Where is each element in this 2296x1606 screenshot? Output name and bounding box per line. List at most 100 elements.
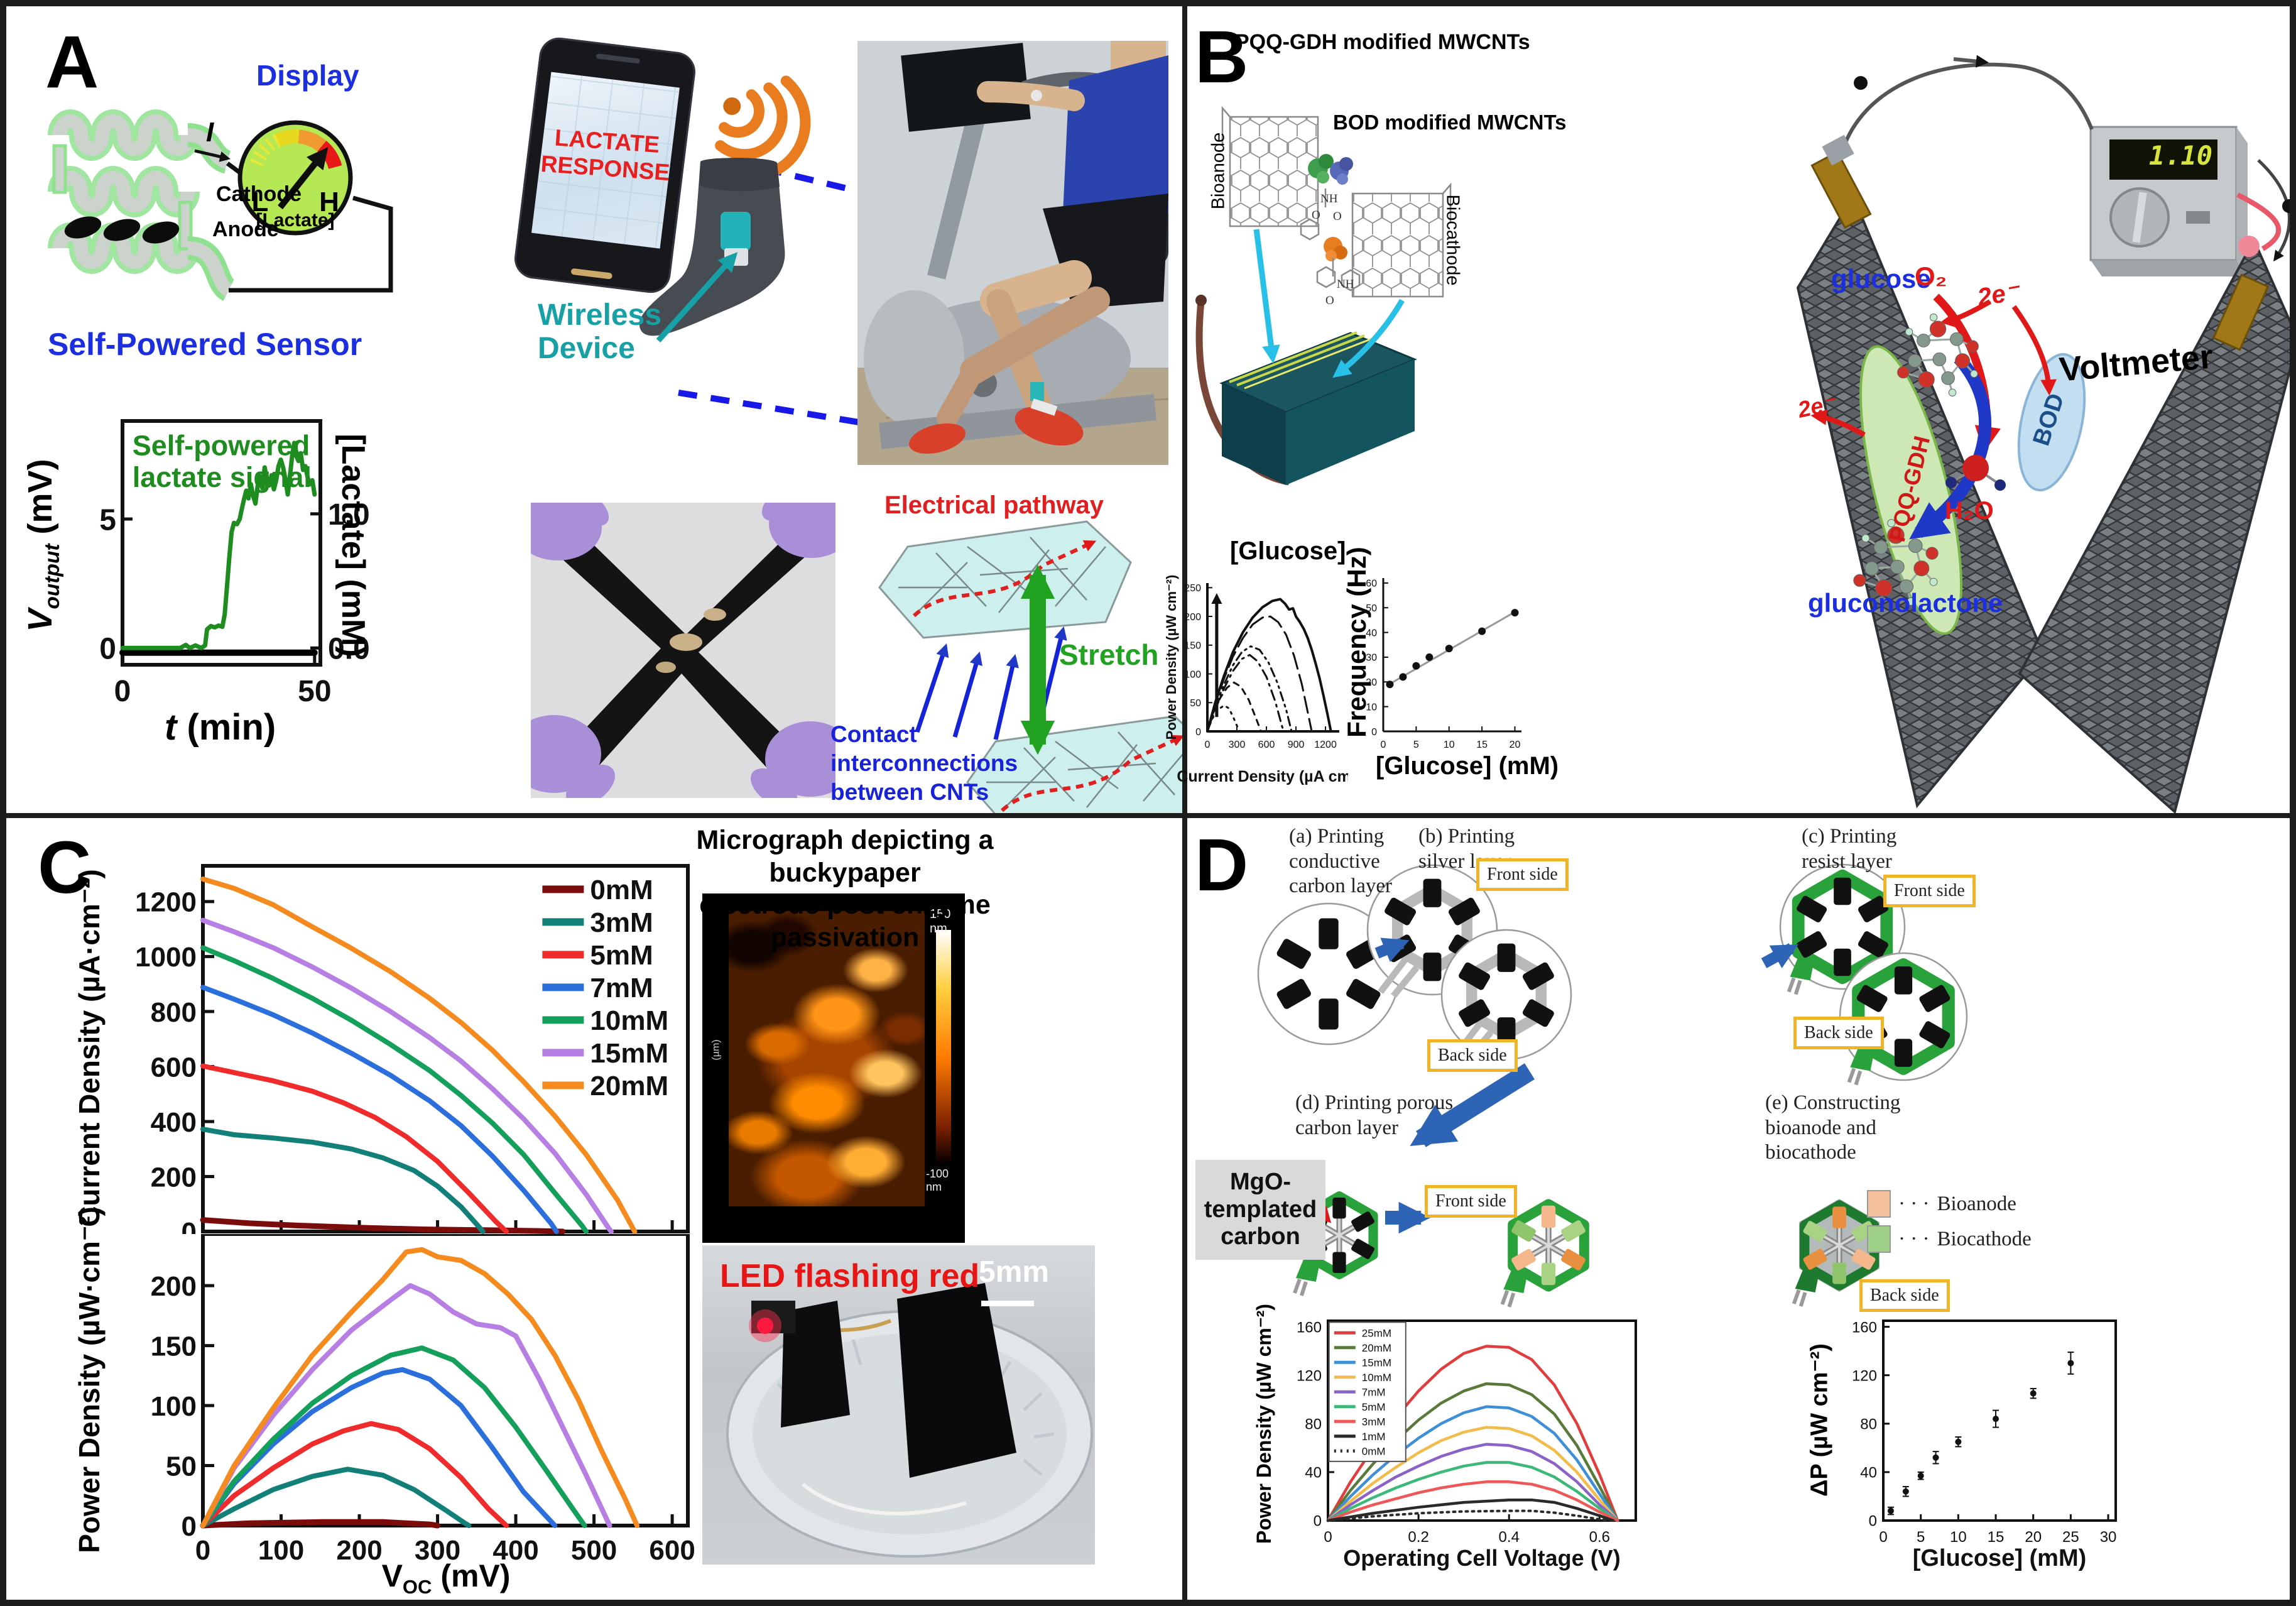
svg-text:100: 100	[1184, 669, 1201, 680]
svg-text:120: 120	[1297, 1367, 1322, 1384]
svg-text:Operating Cell Voltage (V): Operating Cell Voltage (V)	[1343, 1545, 1620, 1571]
gluconolactone-label: gluconolactone	[1808, 588, 2003, 618]
anode-pad	[103, 219, 141, 241]
svg-text:0.0: 0.0	[328, 633, 370, 666]
svg-text:0mM: 0mM	[590, 875, 653, 905]
bioanode-legend: · · · Bioanode	[1867, 1190, 2016, 1218]
svg-text:600: 600	[649, 1535, 695, 1566]
svg-text:10mM: 10mM	[590, 1005, 668, 1036]
svg-text:400: 400	[492, 1535, 538, 1566]
sugar-molecules	[1853, 313, 1979, 606]
svg-text:0: 0	[1324, 1529, 1332, 1546]
svg-text:10: 10	[1444, 740, 1455, 750]
panel-d-graphics	[1257, 863, 1968, 1308]
svg-text:25mM: 25mM	[1362, 1327, 1391, 1339]
front-side-box-b: Front side	[1476, 858, 1569, 891]
svg-text:0: 0	[195, 1535, 210, 1566]
bioanode-label: Bioanode	[1208, 132, 1229, 210]
panel-a-label: A	[45, 21, 99, 104]
svg-text:60: 60	[1366, 579, 1377, 589]
panel-b-graphics	[1195, 55, 2290, 813]
nh-label: NH	[1320, 192, 1338, 205]
svg-text:5mM: 5mM	[590, 940, 653, 971]
back-side-box-c: Back side	[1793, 1017, 1884, 1049]
svg-text:160: 160	[1297, 1319, 1322, 1336]
back-side-box-b: Back side	[1427, 1039, 1518, 1072]
water-molecule	[1945, 455, 2006, 491]
bioanode-swatch	[1867, 1190, 1891, 1218]
linker-chemistry	[1300, 188, 1361, 292]
svg-text:0: 0	[1314, 1513, 1322, 1530]
o-label: O	[1325, 294, 1334, 307]
glucose-axis-label: [Glucose] (mM)	[1376, 752, 1559, 780]
cnt-slab-diagram	[878, 520, 1182, 813]
chart-polarization-curves: 0 200 400 600 800 1000 1200 0mM 3mM 5mM 7mM 10mM 15m…	[135, 856, 702, 1248]
printed-hex-e-front	[1500, 1199, 1589, 1308]
contact-line-2: interconnections	[830, 750, 1018, 776]
svg-text:500: 500	[571, 1535, 617, 1566]
afm-colorbar	[936, 930, 951, 1162]
step-b-caption: (b) Printing silver layer	[1418, 825, 1515, 873]
gauge-high-label: H	[319, 187, 339, 217]
front-side-box-c: Front side	[1883, 875, 1976, 907]
chart-power-density-curves: 0 100 200 300 400 500 600 0 50 100 150 200	[135, 1232, 702, 1586]
wireless-device-label: Wireless Device	[538, 298, 662, 365]
svg-text:30: 30	[2100, 1529, 2117, 1546]
svg-text:Power Density (µW cm⁻²): Power Density (µW cm⁻²)	[1166, 575, 1179, 740]
svg-text:800: 800	[151, 997, 197, 1028]
svg-text:50: 50	[166, 1451, 197, 1482]
svg-text:3mM: 3mM	[590, 907, 653, 938]
svg-text:900: 900	[1288, 740, 1305, 750]
afm-scale-bottom: -100 nm	[926, 1167, 949, 1193]
svg-text:10: 10	[1366, 702, 1377, 713]
svg-text:20mM: 20mM	[590, 1071, 668, 1101]
svg-text:100: 100	[151, 1391, 197, 1422]
voltmeter-display	[2109, 139, 2217, 180]
display-label: Display	[256, 59, 359, 92]
svg-text:25: 25	[2062, 1529, 2079, 1546]
red-led	[757, 1318, 773, 1334]
anode-pad	[142, 221, 180, 244]
exercise-bike-photo	[857, 41, 1168, 465]
panel-a-graphics: L H [Lactate]	[13, 41, 1182, 813]
bioanode-electrode	[1796, 134, 2045, 809]
sensor-title: Self-Powered Sensor	[48, 327, 362, 362]
printed-disc-a	[1257, 902, 1400, 1046]
svg-text:50: 50	[1366, 603, 1377, 614]
svg-text:1.0: 1.0	[328, 498, 370, 532]
svg-text:40: 40	[1305, 1465, 1322, 1482]
led-photo-graphics	[726, 1283, 1093, 1558]
voltmeter	[2089, 126, 2248, 276]
mgo-templated-carbon-box: MgO-templated carbon	[1195, 1160, 1325, 1260]
svg-text:150: 150	[1184, 641, 1201, 652]
legend-dots: · · ·	[1898, 1192, 1930, 1215]
svg-text:100: 100	[258, 1535, 304, 1566]
nh-label: NH	[1337, 278, 1354, 291]
svg-text:600: 600	[1258, 740, 1275, 750]
svg-text:200: 200	[151, 1271, 197, 1302]
svg-text:160: 160	[1852, 1319, 1877, 1336]
power-density-axis-label: Power Density (µW·cm⁻²)	[73, 1206, 106, 1553]
svg-text:150: 150	[151, 1331, 197, 1362]
d1-y-axis-label: Power Density (µW cm⁻²)	[1253, 1303, 1275, 1544]
voltmeter-reading: 1.10	[2148, 140, 2212, 171]
step-a-caption: (a) Printing conductive carbon layer	[1289, 825, 1392, 898]
svg-text:3mM: 3mM	[1362, 1416, 1386, 1428]
svg-text:1200: 1200	[1314, 740, 1337, 750]
biocathode-electrode	[2017, 236, 2290, 813]
d2-y-axis-label: ΔP (µW cm⁻²)	[1806, 1343, 1833, 1497]
phone-speaker	[596, 53, 641, 64]
lactate-gauge: L H [Lactate]	[237, 120, 353, 236]
svg-text:15mM: 15mM	[1362, 1357, 1391, 1368]
svg-text:0mM: 0mM	[1362, 1445, 1386, 1457]
cathode-label: Cathode	[216, 182, 302, 206]
serpentine-electrode-array	[54, 121, 236, 301]
svg-text:5: 5	[1917, 1529, 1925, 1546]
svg-text:0: 0	[114, 675, 131, 708]
svg-text:40: 40	[1366, 628, 1377, 638]
sock-photo	[639, 158, 785, 336]
svg-text:5: 5	[1413, 740, 1419, 750]
panel-b-label: B	[1195, 16, 1249, 99]
red-shoe	[909, 423, 966, 454]
